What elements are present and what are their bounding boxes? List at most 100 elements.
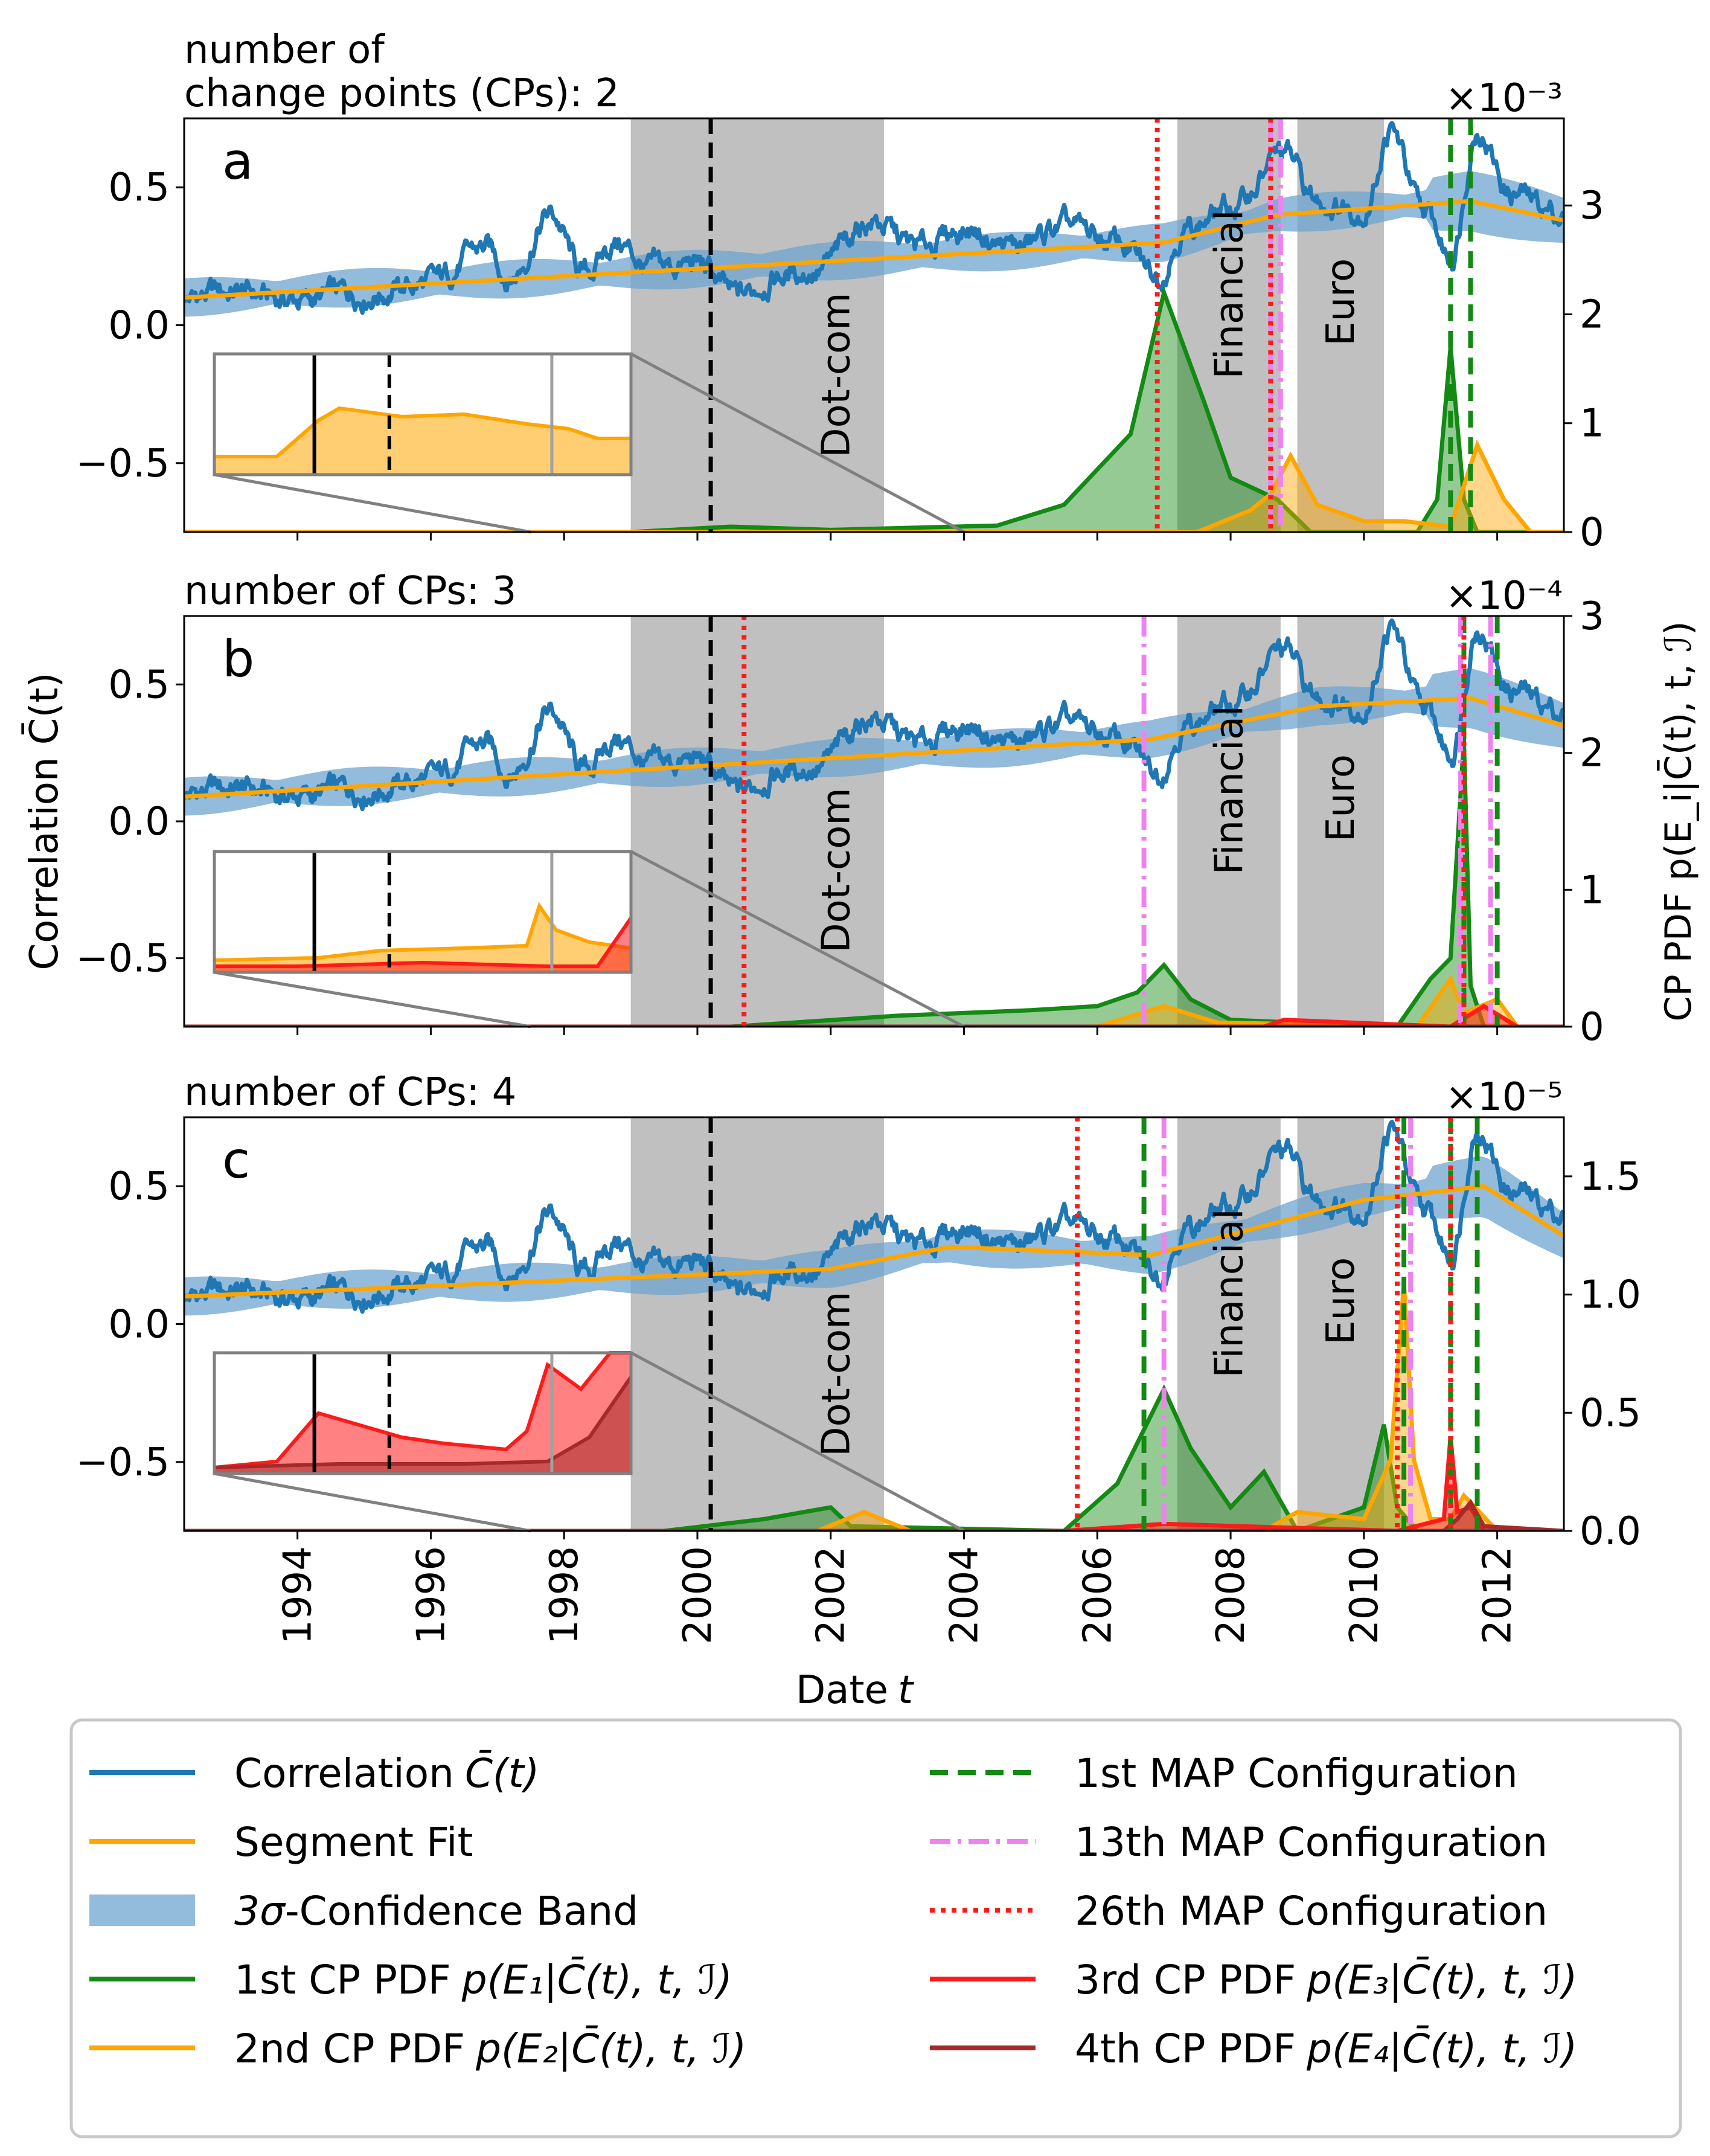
correlation-line [184, 121, 1564, 315]
confidence-band [184, 669, 1564, 816]
legend-math: p(E₄|C̄(t), t, ℐ) [1306, 2026, 1577, 2072]
inset-cp2-area [214, 906, 631, 972]
x-axis-label-text: Date [796, 1668, 888, 1713]
crisis-label-financial: Financial [1207, 1208, 1252, 1378]
segment-fit-line [184, 696, 1564, 799]
crisis-label-dot-com: Dot-com [814, 788, 859, 952]
panel-letter: c [222, 1131, 250, 1190]
right-tick-label: 0 [1580, 1005, 1604, 1050]
left-tick-label: 0.0 [108, 1303, 170, 1347]
right-tick-label: 1 [1580, 402, 1604, 446]
legend-label-map1: 1st MAP Configuration [1075, 1750, 1518, 1797]
cp1-pdf-area [184, 739, 1564, 1027]
zoom-connector-left [214, 971, 531, 1028]
cp1-pdf-area [184, 1389, 1564, 1531]
legend-label-band: 3σ-Confidence Band [234, 1888, 638, 1934]
zoom-connector-left [214, 473, 531, 534]
right-tick-label: 0 [1580, 510, 1604, 555]
right-tick-label: 0.0 [1580, 1509, 1641, 1554]
x-axis: 1994 1996 1998 2000 2002 2004 2006 2008 2010 2012 [276, 1546, 1520, 1644]
legend: Correlation C̄(t) 1st MAP Configuration Seg… [69, 1718, 1682, 2138]
x-tick-label: 2010 [1342, 1546, 1387, 1644]
cp2-pdf-area [184, 444, 1564, 532]
crisis-label-euro: Euro [1319, 754, 1363, 842]
zoom-connector-left [214, 1472, 531, 1533]
right-tick-label: 1.5 [1580, 1155, 1641, 1199]
crisis-band-dot-com [630, 1117, 885, 1531]
cp2-pdf-line [184, 439, 1564, 532]
right-tick-label: 2 [1580, 731, 1604, 776]
legend-label-cp2: 2nd CP PDF p(E₂|C̄(t), t, ℐ) [234, 2026, 746, 2072]
legend-text: Correlation [234, 1750, 454, 1797]
legend-swatch [89, 1895, 195, 1926]
panel-letter: a [222, 132, 253, 191]
legend-math: p(E₁|C̄(t), t, ℐ) [461, 1957, 732, 2003]
crisis-band-dot-com [630, 616, 885, 1027]
zoom-connector-right [630, 850, 965, 1028]
crisis-band-financial [1177, 616, 1281, 1027]
legend-math: C̄(t) [465, 1750, 539, 1797]
crisis-label-euro: Euro [1319, 1257, 1363, 1345]
legend-text: Segment Fit [234, 1819, 473, 1866]
zoom-connector-right [630, 352, 965, 534]
left-tick-label: 0.0 [108, 304, 170, 348]
crisis-label-euro: Euro [1319, 258, 1363, 346]
right-tick-label: 0.5 [1580, 1391, 1641, 1436]
legend-text: -Confidence Band [285, 1888, 638, 1934]
panel-title-line: change points (CPs): 2 [184, 71, 620, 116]
legend-math: p(E₃|C̄(t), t, ℐ) [1306, 1957, 1577, 2003]
legend-label-segment_fit: Segment Fit [234, 1819, 473, 1866]
plot-area-a [184, 118, 1564, 532]
legend-math: p(E₂|C̄(t), t, ℐ) [475, 2026, 746, 2072]
crisis-band-financial [1177, 118, 1281, 532]
segment-fit-line [184, 199, 1564, 300]
right-scale-label: ×10⁻³ [1446, 76, 1563, 121]
legend-label-cp4: 4th CP PDF p(E₄|C̄(t), t, ℐ) [1075, 2026, 1577, 2072]
x-tick-label: 1996 [409, 1546, 453, 1644]
cp2-pdf-line [184, 974, 1564, 1027]
confidence-band [184, 172, 1564, 317]
legend-label-map13: 13th MAP Configuration [1075, 1819, 1548, 1866]
inset-frame [213, 850, 633, 974]
left-tick-label: −0.5 [76, 1440, 170, 1485]
right-tick-label: 3 [1580, 594, 1604, 639]
left-tick-label: −0.5 [76, 937, 170, 981]
panel-title-line: number of CPs: 4 [184, 1070, 516, 1115]
crisis-band-dot-com [630, 118, 885, 532]
zoom-connector-right [630, 1351, 965, 1533]
panel-c: Dot-com Financial Euro 0.5 0.0 −0.5 0.0 0.5 1.0 1… [76, 1070, 1641, 1554]
panel-title-line: number of [184, 28, 385, 72]
cp2-pdf-line [184, 1282, 1564, 1531]
legend-label-correlation: Correlation C̄(t) [234, 1750, 539, 1797]
legend-text: 1st MAP Configuration [1075, 1750, 1518, 1797]
panel-title-line: number of CPs: 3 [184, 569, 516, 614]
legend-text: 3rd CP PDF [1075, 1957, 1296, 2003]
left-tick-label: 0.5 [108, 663, 170, 707]
right-tick-label: 3 [1580, 184, 1604, 228]
inset-cp3-line [214, 1351, 631, 1469]
right-tick-label: 1.0 [1580, 1273, 1641, 1318]
inset-frame [213, 1351, 633, 1475]
legend-text: 1st CP PDF [234, 1957, 451, 2003]
inset-cp3-line [214, 917, 633, 968]
x-tick-label: 1994 [276, 1546, 321, 1644]
x-tick-label: 2012 [1476, 1546, 1520, 1644]
legend-label-map26: 26th MAP Configuration [1075, 1888, 1548, 1934]
legend-box [69, 1718, 1682, 2138]
inset-cp3-area [214, 1353, 631, 1474]
x-axis-label-variable: t [898, 1668, 915, 1713]
cp1-pdf-area [184, 292, 1564, 532]
x-tick-label: 2006 [1075, 1546, 1120, 1644]
x-tick-label: 2000 [676, 1546, 720, 1644]
y-axis-label-left: Correlation C̄(t) [21, 673, 67, 971]
crisis-label-financial: Financial [1207, 705, 1252, 874]
cp1-pdf-line [184, 739, 1564, 1027]
right-tick-label: 1 [1580, 868, 1604, 913]
cp2-pdf-area [184, 978, 1564, 1027]
x-axis-label: Date t [796, 1668, 915, 1713]
legend-label-cp3: 3rd CP PDF p(E₃|C̄(t), t, ℐ) [1075, 1957, 1577, 2003]
legend-text: 4th CP PDF [1075, 2026, 1296, 2072]
plot-area-c [184, 1117, 1564, 1531]
